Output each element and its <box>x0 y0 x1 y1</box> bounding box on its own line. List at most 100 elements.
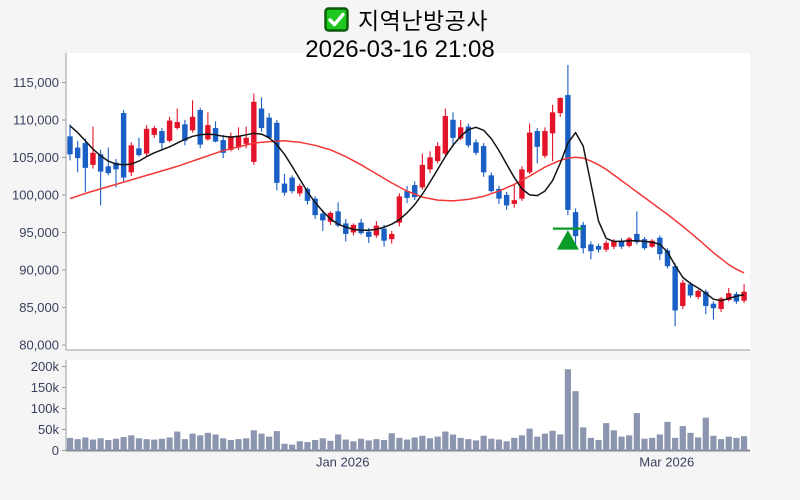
candle-body <box>626 238 632 246</box>
candle-body <box>465 126 472 146</box>
volume-tick-label: 100k <box>31 401 60 416</box>
volume-bar <box>411 437 418 451</box>
volume-bar <box>327 440 334 451</box>
candle-body <box>381 228 387 241</box>
volume-bar <box>649 437 656 451</box>
volume-bar <box>120 437 127 451</box>
candles <box>67 65 747 327</box>
volume-bar <box>74 439 81 451</box>
price-tick-label: 105,000 <box>12 150 59 165</box>
candle-body <box>450 119 456 138</box>
candle-body <box>710 303 717 309</box>
volume-tick-label: 50k <box>38 422 59 437</box>
volume-bar <box>679 426 686 451</box>
candle-body <box>220 140 226 153</box>
volume-bar <box>403 439 411 451</box>
candle-body <box>166 120 173 141</box>
volume-bar <box>564 369 571 451</box>
candle-body <box>281 183 288 193</box>
candle-body <box>611 241 617 247</box>
volume-bar <box>534 436 541 451</box>
volume-bar <box>204 432 211 451</box>
candle-body <box>289 177 295 192</box>
candle-body <box>228 136 234 150</box>
volume-bar <box>595 439 602 451</box>
x-axis-labels: Jan 2026 Mar 2026 <box>316 455 694 470</box>
volume-bar <box>541 433 549 451</box>
candle-body <box>189 116 196 131</box>
chart-timestamp: 2026-03-16 21:08 <box>305 36 495 63</box>
price-axis-labels: 115,000 110,000 105,000 100,000 95,000 90,000… <box>12 75 66 353</box>
candle-body <box>480 146 487 173</box>
candle-body <box>105 166 111 174</box>
volume-bar <box>725 436 732 451</box>
candle-body <box>373 225 380 236</box>
candle-body <box>412 185 418 198</box>
volume-bar <box>664 421 671 451</box>
volume-bar <box>197 435 204 451</box>
candle-body <box>136 148 142 156</box>
volume-bar <box>603 423 610 451</box>
volume-bar <box>419 435 426 451</box>
volume-bar <box>227 439 234 451</box>
volume-bar <box>656 434 663 451</box>
candle-body <box>695 290 701 297</box>
volume-bar <box>166 437 173 451</box>
volume-bar <box>335 434 342 451</box>
volume-bar <box>687 432 694 451</box>
volume-tick-label: 0 <box>52 443 59 458</box>
volume-bar <box>511 437 518 451</box>
volume-bar <box>304 442 311 451</box>
volume-bar <box>66 437 74 451</box>
volume-bar <box>128 435 135 451</box>
candle-body <box>496 188 502 199</box>
price-tick-label: 110,000 <box>13 112 59 127</box>
candle-body <box>174 122 180 129</box>
candle-body <box>320 213 326 221</box>
candle-body <box>572 212 579 237</box>
volume-bar <box>572 391 579 451</box>
candle-body <box>542 131 548 156</box>
volume-bar <box>695 437 702 451</box>
candle-body <box>595 245 602 250</box>
candle-body <box>366 231 372 237</box>
volume-bar <box>212 434 219 451</box>
volume-bar <box>557 434 564 451</box>
volume-bar <box>618 436 625 451</box>
volume-bar <box>112 438 120 451</box>
checked-checkbox-icon[interactable] <box>324 6 349 32</box>
candle-body <box>74 147 81 159</box>
candle-body <box>343 223 349 234</box>
volume-bar <box>151 439 158 451</box>
volume-bar <box>549 430 556 451</box>
volume-bar <box>189 433 196 451</box>
candle-body <box>526 132 533 173</box>
volume-bar <box>396 437 403 451</box>
volume-bar <box>319 438 326 451</box>
candle-body <box>143 128 150 154</box>
volume-bar <box>289 444 296 451</box>
candle-body <box>151 128 157 135</box>
volume-bar <box>503 441 510 451</box>
candle-body <box>304 188 311 201</box>
candle-body <box>90 152 96 165</box>
price-tick-label: 115,000 <box>13 75 59 90</box>
volume-bar <box>105 439 112 451</box>
volume-bar <box>220 438 227 451</box>
candle-body <box>672 266 678 311</box>
volume-bar <box>702 417 709 451</box>
volume-bar <box>143 439 150 451</box>
volume-bar <box>610 430 617 451</box>
candle-body <box>733 293 740 302</box>
volume-bar <box>434 436 441 451</box>
candle-body <box>419 164 426 188</box>
price-tick-label: 100,000 <box>12 187 59 202</box>
volume-bar <box>449 434 457 451</box>
candle-body <box>657 237 663 255</box>
candle-body <box>741 291 747 301</box>
volume-bar <box>480 435 487 451</box>
volume-tick-label: 200k <box>31 359 60 374</box>
volume-bar <box>250 430 257 451</box>
candle-body <box>534 131 540 147</box>
